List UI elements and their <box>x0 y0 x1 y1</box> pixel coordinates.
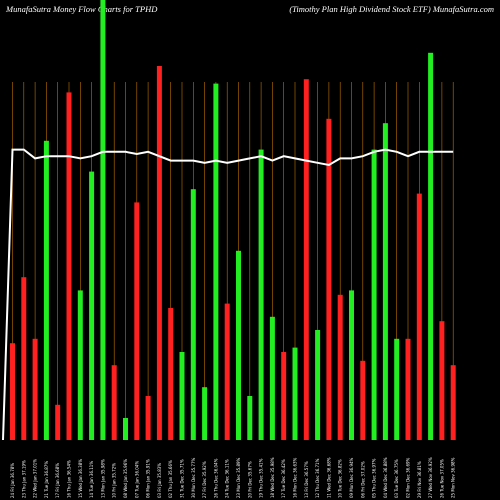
x-tick-label: 30 Mon Dec 35.77% <box>191 457 196 498</box>
bar <box>394 338 400 440</box>
x-tick-label: 05 Thu Dec 36.97% <box>372 458 377 498</box>
bar <box>190 189 196 440</box>
bar <box>281 352 287 440</box>
bar <box>258 149 264 440</box>
bar <box>213 83 219 440</box>
x-tick-label: 06 Mon Jan 35.91% <box>146 459 151 498</box>
x-tick-label: 08 Wed Jan 35.96% <box>123 459 128 498</box>
x-tick-label: 26 Thu Dec 36.04% <box>213 458 218 498</box>
x-tick-label: 29 Fri Nov 36.81% <box>417 461 422 498</box>
x-tick-label: 03 Tue Dec 36.75% <box>394 459 399 498</box>
x-tick-label: 11 Wed Dec 36.68% <box>326 457 331 498</box>
x-tick-label: 04 Wed Dec 36.88% <box>383 457 388 498</box>
x-tick-label: 14 Tue Jan 36.11% <box>89 461 94 498</box>
x-tick-label: 10 Fri Jan 35.72% <box>112 463 117 498</box>
bar <box>111 365 117 440</box>
bar <box>269 316 275 440</box>
bar <box>202 387 208 440</box>
bar <box>247 396 253 440</box>
bar <box>10 343 15 440</box>
bar <box>236 250 241 440</box>
x-tick-label: 27 Wed Nov 36.92% <box>428 457 433 498</box>
x-tick-label: 27 Fri Dec 35.92% <box>202 461 207 498</box>
bar <box>292 347 298 440</box>
bar <box>32 338 38 440</box>
bar <box>21 277 27 440</box>
bar <box>123 418 128 440</box>
x-tick-label: 23 Thu Jan 37.19% <box>21 460 26 498</box>
x-tick-label: 16 Mon Dec 36.63% <box>293 457 298 498</box>
bar <box>100 0 106 440</box>
bar <box>360 360 366 440</box>
bar <box>326 118 332 441</box>
x-tick-label: 26 Tue Nov 37.05% <box>439 459 444 498</box>
x-tick-label: 12 Thu Dec 36.71% <box>315 458 320 498</box>
bar <box>371 149 377 440</box>
bar <box>66 92 72 441</box>
x-axis-labels: 24 Fri Jan 36.78% 23 Thu Jan 37.19% 22 Wed… <box>10 457 456 498</box>
bar <box>224 303 230 440</box>
bars-group <box>10 0 456 441</box>
x-tick-label: 25 Mon Nov 36.98% <box>451 457 456 498</box>
line-group <box>2 148 454 441</box>
x-tick-label: 13 Mon Jan 35.98% <box>100 459 105 498</box>
bar <box>179 352 185 440</box>
chart-header-right: (Timothy Plan High Dividend Stock ETF) M… <box>289 4 494 14</box>
line-series <box>2 148 454 441</box>
x-tick-label: 13 Fri Dec 36.57% <box>304 461 309 498</box>
bar <box>145 396 151 440</box>
bar <box>315 330 321 440</box>
bar <box>55 404 61 440</box>
x-tick-label: 18 Wed Dec 35.98% <box>270 457 275 498</box>
x-tick-label: 02 Mon Dec 36.69% <box>406 457 411 498</box>
bar <box>89 171 95 440</box>
bar <box>43 140 49 441</box>
bar <box>337 294 343 440</box>
bar <box>382 123 388 440</box>
x-tick-label: 06 Fri Dec 37.02% <box>360 461 365 498</box>
bar <box>303 79 309 440</box>
bar <box>450 365 456 440</box>
bar <box>77 290 83 440</box>
x-tick-label: 03 Fri Jan 35.83% <box>157 463 162 498</box>
x-tick-label: 23 Mon Dec 35.89% <box>236 457 241 498</box>
x-tick-label: 09 Mon Dec 36.94% <box>349 457 354 498</box>
x-tick-label: 21 Tue Jan 36.87% <box>44 461 49 498</box>
x-tick-label: 02 Thu Jan 35.66% <box>168 460 173 498</box>
bar <box>405 338 411 440</box>
bar <box>134 202 140 440</box>
x-tick-label: 16 Thu Jan 36.54% <box>67 460 72 498</box>
x-tick-label: 24 Fri Jan 36.78% <box>10 463 15 498</box>
x-tick-label: 17 Fri Jan 36.68% <box>55 463 60 498</box>
bar <box>416 193 422 440</box>
bar <box>349 290 354 440</box>
x-tick-label: 20 Fri Dec 35.67% <box>247 461 252 498</box>
bar <box>156 66 162 440</box>
x-tick-label: 17 Tue Dec 36.42% <box>281 459 286 498</box>
x-tick-label: 22 Wed Jan 37.01% <box>33 459 38 498</box>
bar <box>428 52 434 441</box>
x-tick-label: 24 Tue Dec 36.11% <box>225 459 230 498</box>
x-tick-label: 19 Thu Dec 35.41% <box>259 458 264 498</box>
x-tick-label: 10 Tue Dec 36.82% <box>338 459 343 498</box>
x-tick-label: 31 Tue Dec 35.71% <box>180 459 185 498</box>
x-tick-label: 07 Tue Jan 36.04% <box>134 461 139 498</box>
x-tick-label: 15 Wed Jan 36.38% <box>78 459 83 498</box>
chart-header-left: MunafaSutra Money Flow Charts for TPHD <box>6 4 158 14</box>
bar <box>168 308 174 440</box>
bar <box>439 321 445 440</box>
